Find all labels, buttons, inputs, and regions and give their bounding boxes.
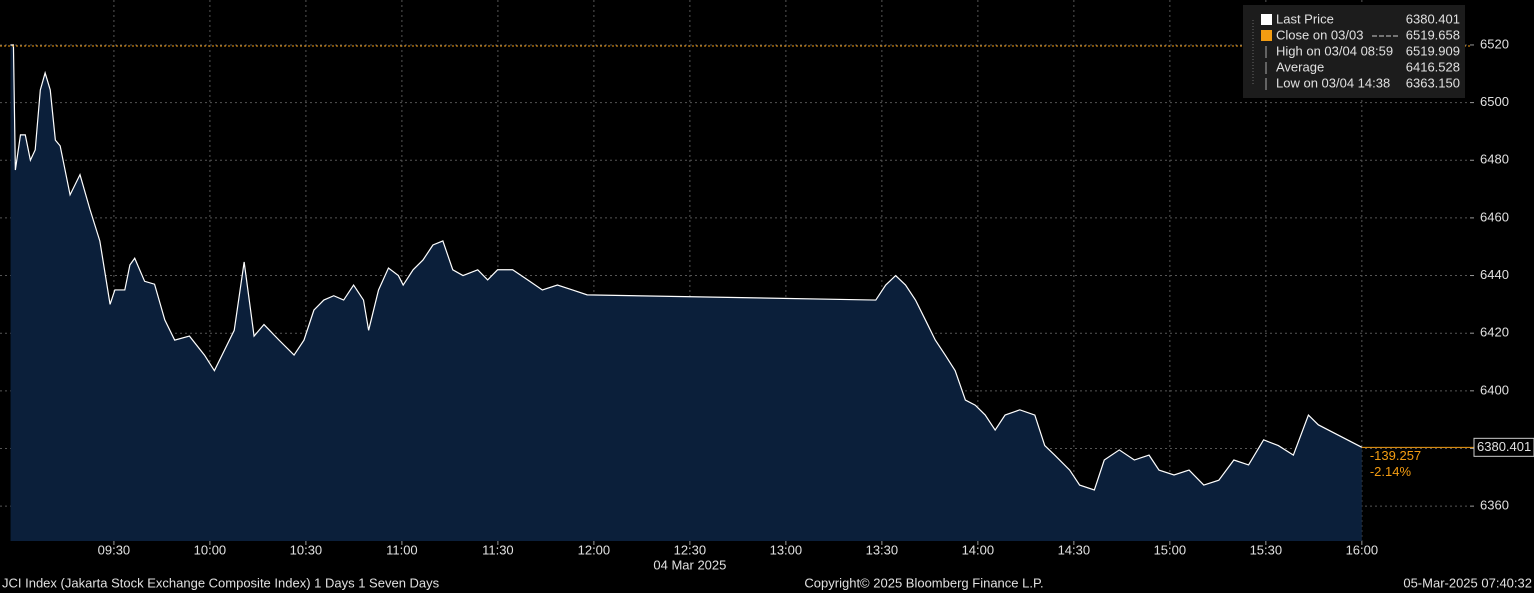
legend-value: 6519.909 [1406,43,1460,58]
legend-box [1243,5,1465,98]
x-tick-label: 12:00 [578,542,611,557]
footer-right: 05-Mar-2025 07:40:32 [1403,575,1532,590]
date-label: 04 Mar 2025 [653,557,726,572]
legend-name: Average [1276,59,1324,74]
legend-name: Last Price [1276,11,1334,26]
x-tick-label: 10:30 [290,542,323,557]
last-price-label: 6380.401 [1477,439,1531,454]
legend-name: Low on 03/04 14:38 [1276,75,1390,90]
y-tick-label: 6520 [1480,36,1509,51]
legend-value: 6380.401 [1406,11,1460,26]
x-tick-label: 16:00 [1346,542,1379,557]
change-pct: -2.14% [1370,464,1412,479]
x-tick-label: 14:00 [962,542,995,557]
area [10,44,1362,542]
legend-swatch [1261,30,1272,41]
y-tick-label: 6460 [1480,209,1509,224]
x-tick-label: 15:00 [1154,542,1187,557]
legend-value: 6416.528 [1406,59,1460,74]
y-tick-label: 6400 [1480,382,1509,397]
line [10,44,1363,491]
y-tick-label: 6440 [1480,267,1509,282]
x-tick-label: 13:30 [866,542,899,557]
last-price-box [1473,437,1534,457]
x-tick-label: 09:30 [98,542,131,557]
legend-value: 6363.150 [1406,75,1460,90]
legend-name: High on 03/04 08:59 [1276,43,1393,58]
y-tick-label: 6500 [1480,94,1509,109]
x-tick-label: 14:30 [1058,542,1091,557]
legend-swatch [1261,14,1272,25]
legend-name: Close on 03/03 [1276,27,1363,42]
y-tick-label: 6480 [1480,152,1509,167]
x-tick-label: 15:30 [1250,542,1283,557]
x-tick-label: 11:30 [482,542,514,557]
y-tick-label: 6420 [1480,325,1509,340]
x-tick-label: 11:00 [386,542,418,557]
footer-left: JCI Index (Jakarta Stock Exchange Compos… [2,575,440,590]
legend-value: 6519.658 [1406,27,1460,42]
y-tick-label: 6360 [1480,498,1509,513]
footer-center: Copyright© 2025 Bloomberg Finance L.P. [804,575,1043,590]
x-tick-label: 13:00 [770,542,803,557]
x-tick-label: 10:00 [194,542,227,557]
x-tick-label: 12:30 [674,542,707,557]
change: -139.257 [1370,448,1421,463]
